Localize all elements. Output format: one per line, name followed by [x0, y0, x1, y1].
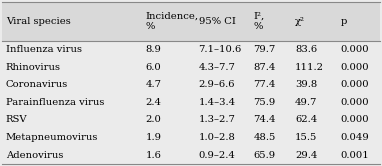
Text: 2.4: 2.4	[146, 98, 162, 107]
Text: p: p	[340, 17, 346, 26]
Text: 0.000: 0.000	[340, 116, 369, 124]
Text: I²,
%: I², %	[253, 12, 265, 31]
Text: Rhinovirus: Rhinovirus	[6, 63, 61, 72]
Text: 2.9–6.6: 2.9–6.6	[199, 80, 235, 89]
Bar	[2, 2, 380, 41]
Text: 39.8: 39.8	[295, 80, 317, 89]
Text: Parainfluenza virus: Parainfluenza virus	[6, 98, 104, 107]
Text: 65.9: 65.9	[253, 151, 275, 160]
Text: 111.2: 111.2	[295, 63, 324, 72]
Text: Coronavirus: Coronavirus	[6, 80, 68, 89]
Text: 1.3–2.7: 1.3–2.7	[199, 116, 235, 124]
Text: 4.7: 4.7	[146, 80, 162, 89]
Text: 79.7: 79.7	[253, 45, 275, 54]
Text: 48.5: 48.5	[253, 133, 276, 142]
Text: 6.0: 6.0	[146, 63, 162, 72]
Text: Viral species: Viral species	[6, 17, 71, 26]
Text: 95% CI: 95% CI	[199, 17, 235, 26]
Text: 1.4–3.4: 1.4–3.4	[199, 98, 236, 107]
Text: 8.9: 8.9	[146, 45, 162, 54]
Text: 87.4: 87.4	[253, 63, 276, 72]
Text: 7.1–10.6: 7.1–10.6	[199, 45, 242, 54]
Text: 83.6: 83.6	[295, 45, 317, 54]
Text: 1.0–2.8: 1.0–2.8	[199, 133, 235, 142]
Text: 29.4: 29.4	[295, 151, 317, 160]
Text: Adenovirus: Adenovirus	[6, 151, 63, 160]
Text: 74.4: 74.4	[253, 116, 276, 124]
Text: χ²: χ²	[295, 17, 305, 26]
Text: 0.000: 0.000	[340, 98, 369, 107]
Text: RSV: RSV	[6, 116, 28, 124]
Text: 2.0: 2.0	[146, 116, 162, 124]
Text: 75.9: 75.9	[253, 98, 275, 107]
Text: 1.9: 1.9	[146, 133, 162, 142]
Text: Incidence,
%: Incidence, %	[146, 12, 199, 31]
Text: Metapneumovirus: Metapneumovirus	[6, 133, 98, 142]
Text: 0.9–2.4: 0.9–2.4	[199, 151, 235, 160]
Text: 4.3–7.7: 4.3–7.7	[199, 63, 235, 72]
Text: 0.000: 0.000	[340, 80, 369, 89]
Text: 62.4: 62.4	[295, 116, 317, 124]
Text: 0.001: 0.001	[340, 151, 369, 160]
Text: 49.7: 49.7	[295, 98, 317, 107]
Text: 1.6: 1.6	[146, 151, 162, 160]
Text: 0.000: 0.000	[340, 63, 369, 72]
Text: 0.000: 0.000	[340, 45, 369, 54]
Text: Influenza virus: Influenza virus	[6, 45, 82, 54]
Text: 0.049: 0.049	[340, 133, 369, 142]
Text: 15.5: 15.5	[295, 133, 317, 142]
Text: 77.4: 77.4	[253, 80, 276, 89]
